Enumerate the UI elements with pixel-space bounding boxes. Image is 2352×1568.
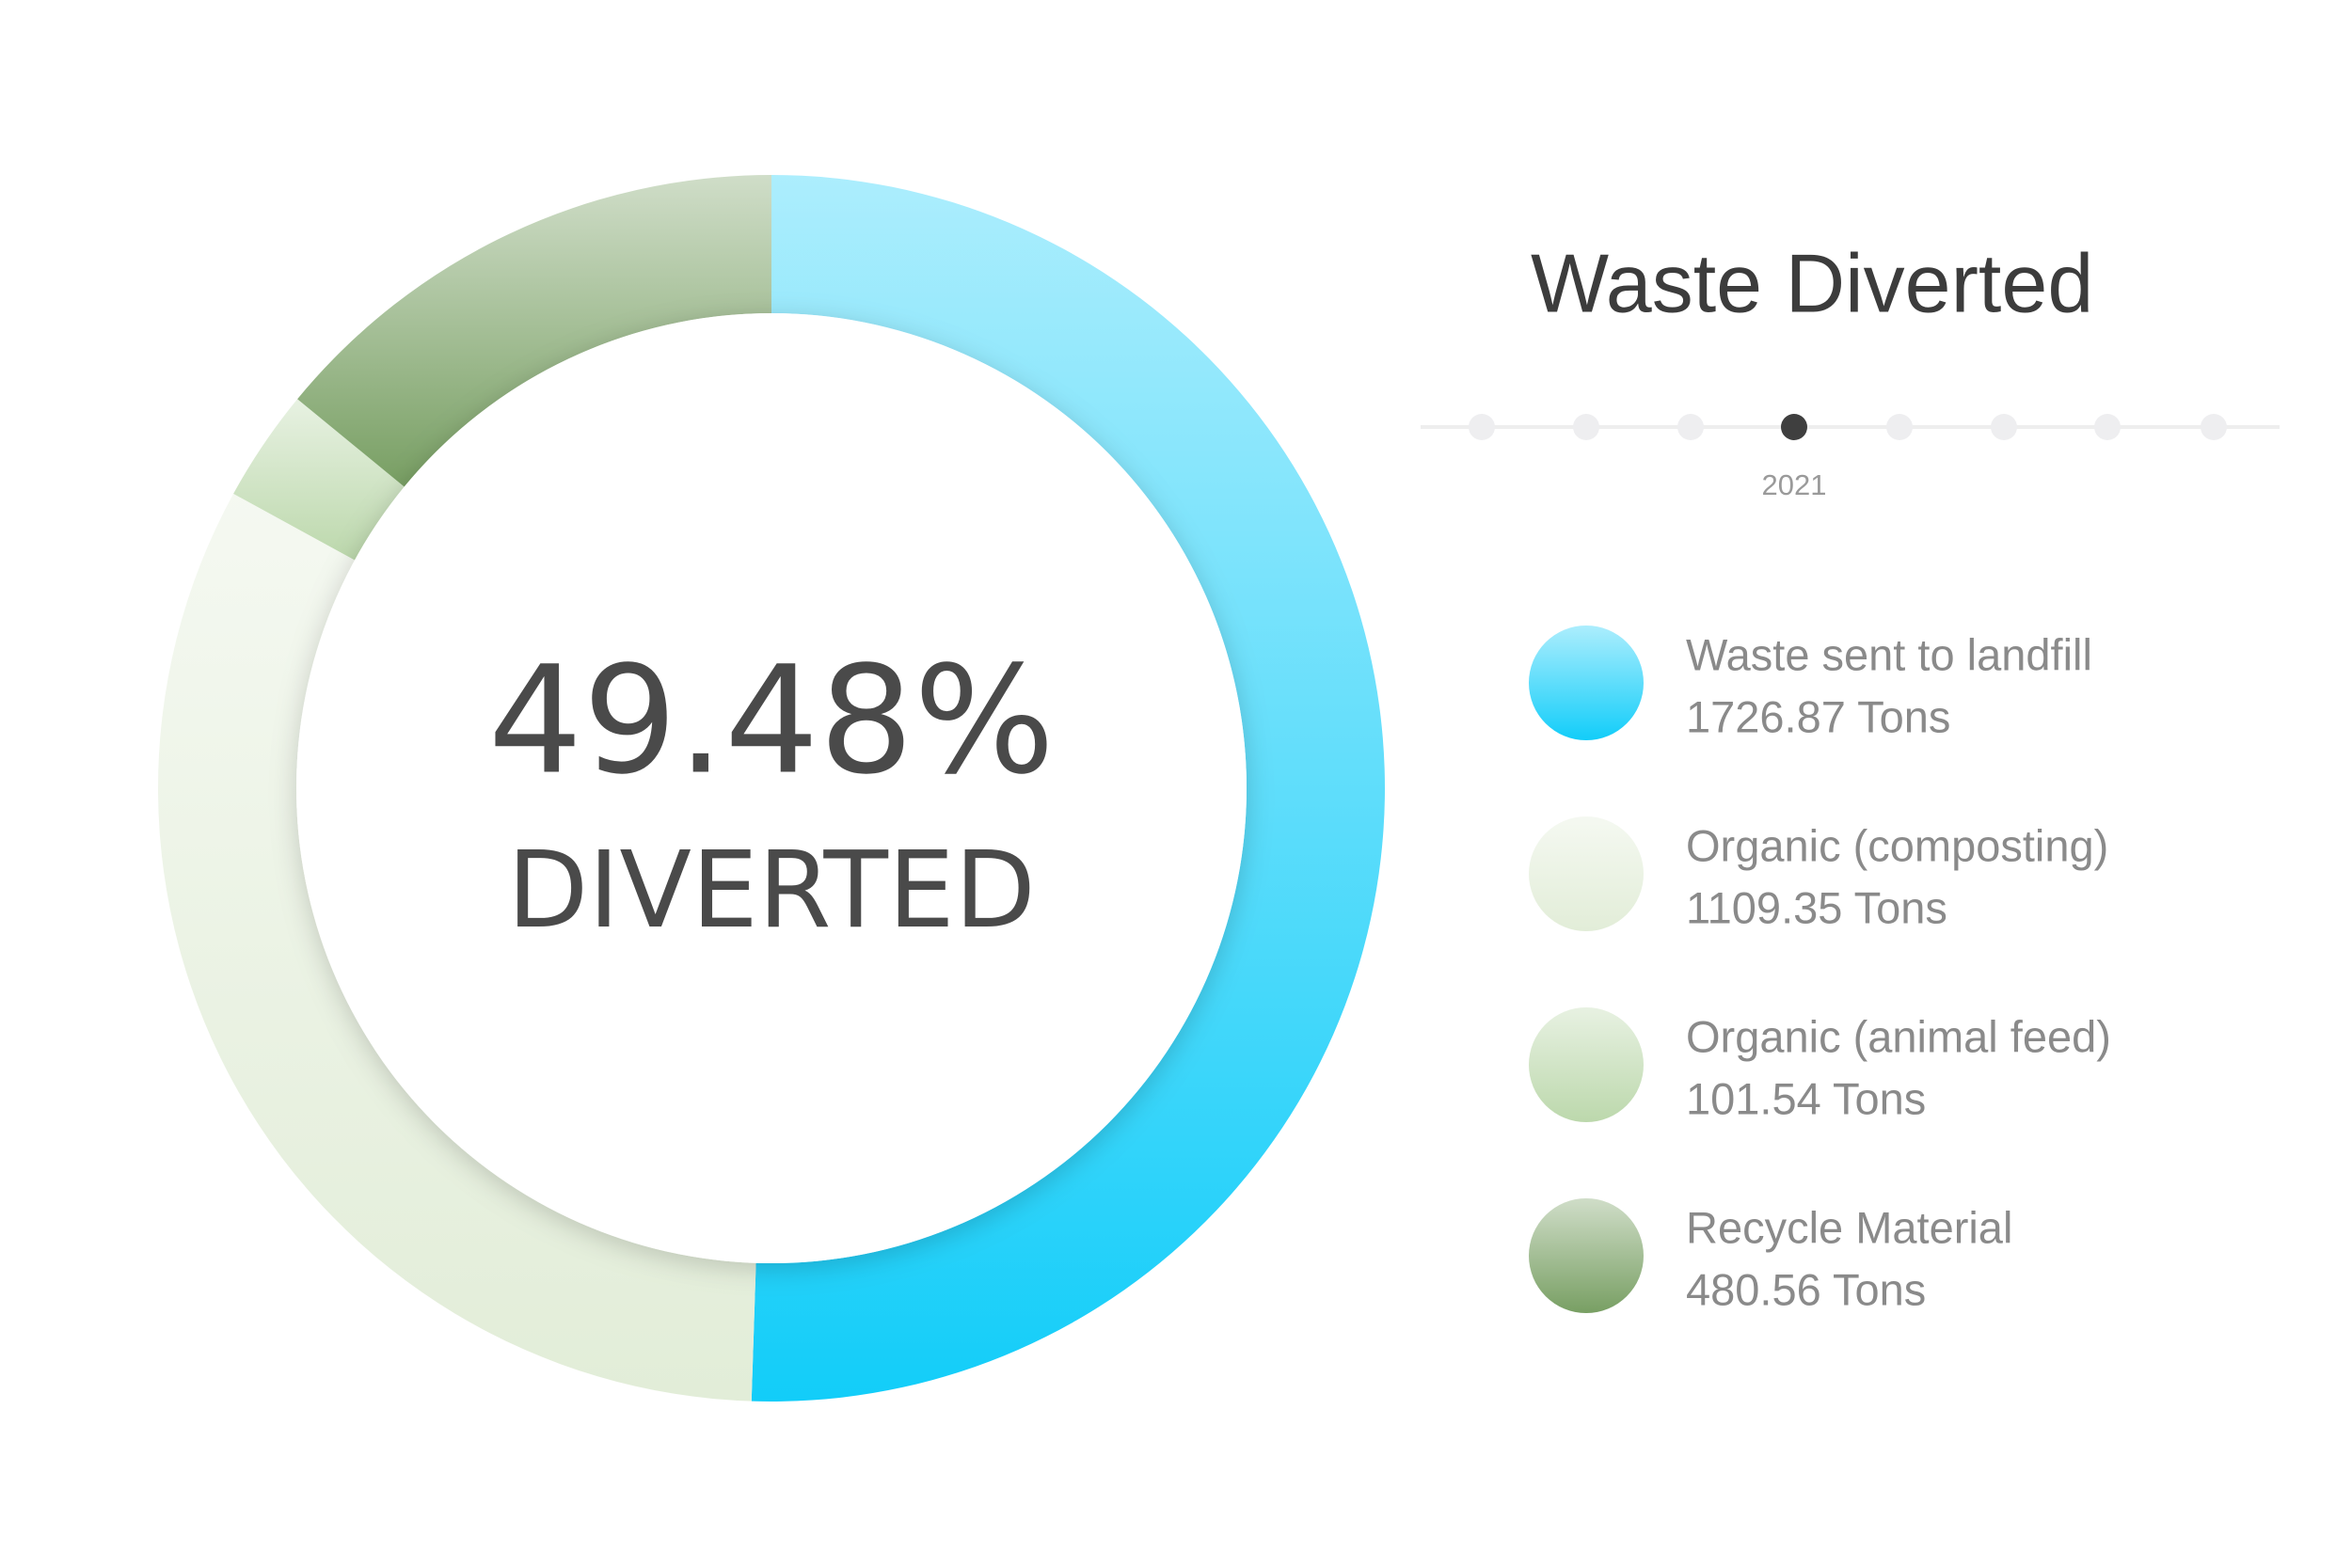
donut-segment [233,399,405,561]
legend-swatch [1529,1007,1644,1122]
timeline-dot[interactable] [1677,414,1704,440]
legend: Waste sent to landfill 1726.87 Tons Organi… [1529,626,2111,1314]
legend-value: 1109.35 Tons [1686,882,1947,932]
timeline-dots[interactable] [1469,414,2227,440]
legend-label: Waste sent to landfill [1686,629,2092,679]
legend-label: Organic (composting) [1686,820,2108,870]
timeline-dot[interactable] [1573,414,1599,440]
timeline-dot-active[interactable] [1781,414,1807,440]
donut [158,174,1386,1402]
timeline-dot[interactable] [1886,414,1913,440]
chart-title: Waste Diverted [1531,236,2093,329]
timeline-dot[interactable] [1469,414,1495,440]
legend-value: 101.54 Tons [1686,1073,1926,1123]
center-label: DIVERTED [507,830,1036,952]
timeline-dot[interactable] [2201,414,2227,440]
legend-swatch [1529,1198,1644,1313]
legend-label: Recycle Material [1686,1202,2012,1252]
timeline-dot[interactable] [2094,414,2121,440]
donut-segment [158,493,756,1402]
donut-segment [751,175,1386,1402]
center-value: 49.48% [488,634,1055,807]
legend-label: Organic (animal feed) [1686,1011,2111,1061]
donut-segment [297,174,771,487]
timeline-label: 2021 [1762,468,1827,501]
donut-hole [296,313,1247,1263]
legend-value: 1726.87 Tons [1686,691,1950,741]
timeline-dot[interactable] [1991,414,2017,440]
legend-value: 480.56 Tons [1686,1264,1926,1314]
legend-swatch [1529,816,1644,931]
legend-swatch [1529,626,1644,740]
